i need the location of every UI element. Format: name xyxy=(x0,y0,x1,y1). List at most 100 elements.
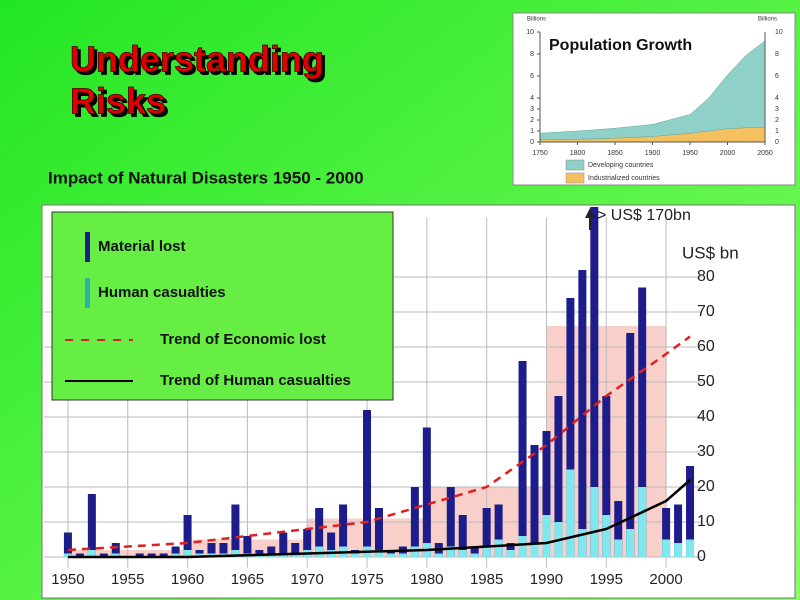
casualty-bar xyxy=(590,487,599,557)
y-tick-label: 0 xyxy=(530,139,534,146)
legend-swatch xyxy=(85,278,90,308)
legend-label: Trend of Economic lost xyxy=(160,331,326,348)
y-tick-label: 1 xyxy=(530,128,534,135)
legend-swatch xyxy=(565,172,585,184)
material-bar xyxy=(554,396,563,557)
material-bar xyxy=(566,298,575,557)
axis-label: Billions xyxy=(527,17,546,23)
material-bar xyxy=(374,508,383,557)
material-bar xyxy=(327,532,336,557)
x-tick-label: 1850 xyxy=(607,150,623,157)
material-bar xyxy=(686,466,695,557)
casualty-bar xyxy=(506,550,515,557)
trend-line xyxy=(67,335,691,552)
material-bar xyxy=(219,543,228,557)
casualty-bar xyxy=(171,553,180,557)
casualty-bar xyxy=(291,553,300,557)
material-bar xyxy=(135,553,144,557)
casualty-bar xyxy=(578,529,587,557)
casualty-bar xyxy=(674,543,683,557)
x-tick-label: 1980 xyxy=(410,571,443,588)
casualty-bar xyxy=(602,515,611,557)
casualty-bar xyxy=(374,550,383,557)
material-bar xyxy=(315,508,324,557)
arrow-head xyxy=(585,208,595,218)
legend-label: Developing countries xyxy=(588,162,654,169)
casualty-bar xyxy=(446,546,455,557)
y-tick-label: 40 xyxy=(697,408,715,425)
slide-title: Risks xyxy=(70,81,166,122)
casualty-bar xyxy=(542,515,551,557)
x-tick-label: 1965 xyxy=(231,571,264,588)
material-bar xyxy=(482,508,491,557)
y2-tick-label: 10 xyxy=(775,29,783,36)
material-bar xyxy=(446,487,455,557)
casualty-bar xyxy=(662,539,671,557)
x-tick-label: 1975 xyxy=(350,571,383,588)
y-tick-label: 20 xyxy=(697,478,715,495)
material-bar xyxy=(530,445,539,557)
y-tick-label: 0 xyxy=(697,548,706,565)
y-tick-label: 4 xyxy=(530,95,534,102)
casualty-bar xyxy=(434,553,443,557)
y2-tick-label: 3 xyxy=(775,106,779,113)
axis-label: Billions xyxy=(758,17,777,23)
x-tick-label: 1750 xyxy=(532,150,548,157)
material-bar xyxy=(614,501,623,557)
material-bar xyxy=(231,504,240,557)
axis-label: US$ bn xyxy=(682,243,739,262)
material-bar xyxy=(63,532,72,557)
x-tick-label: 1950 xyxy=(682,150,698,157)
x-tick-label: 2000 xyxy=(720,150,736,157)
casualty-bar xyxy=(183,550,192,557)
material-bar xyxy=(171,546,180,557)
y2-tick-label: 4 xyxy=(775,95,779,102)
casualty-bar xyxy=(111,553,120,557)
material-bar xyxy=(458,515,467,557)
material-bar xyxy=(99,553,108,557)
material-bar xyxy=(518,361,527,557)
x-tick-label: 1995 xyxy=(590,571,623,588)
slide-title: Understanding xyxy=(70,39,324,80)
legend-label: Trend of Human casualties xyxy=(160,372,351,389)
material-bar xyxy=(243,536,252,557)
casualty-bar xyxy=(626,529,635,557)
casualty-bar xyxy=(638,487,647,557)
inset-chart: 0 0 1 1 2 2 3 3 4 4 6 6 8 8 10 10 1750 1800 1850 1900 1950 20… xyxy=(526,17,783,184)
casualty-bar xyxy=(530,543,539,557)
legend-swatch xyxy=(85,232,90,262)
casualty-bar xyxy=(566,469,575,557)
casualty-bar xyxy=(386,553,395,557)
y-tick-label: 80 xyxy=(697,268,715,285)
x-tick-label: 1970 xyxy=(291,571,324,588)
material-bar xyxy=(638,287,647,557)
y-tick-label: 8 xyxy=(530,51,534,58)
material-bar xyxy=(279,532,288,557)
material-bar xyxy=(207,543,216,557)
y2-tick-label: 6 xyxy=(775,73,779,80)
casualty-bar xyxy=(614,539,623,557)
x-tick-label: 1950 xyxy=(51,571,84,588)
casualty-bar xyxy=(231,550,240,557)
casualty-bar xyxy=(686,539,695,557)
material-bar xyxy=(159,553,168,557)
legend-box xyxy=(51,211,394,401)
material-bar xyxy=(291,543,300,557)
x-tick-label: 1955 xyxy=(111,571,144,588)
trend-line xyxy=(67,479,691,559)
material-bar xyxy=(363,410,372,557)
y2-tick-label: 0 xyxy=(775,139,779,146)
material-bar xyxy=(470,546,479,557)
casualty-bar xyxy=(195,553,204,557)
casualty-bar xyxy=(494,539,503,557)
x-tick-label: 2050 xyxy=(757,150,773,157)
casualty-bar xyxy=(470,553,479,557)
material-bar xyxy=(542,431,551,557)
y2-tick-label: 1 xyxy=(775,128,779,135)
material-bar xyxy=(75,553,84,557)
casualty-bar xyxy=(398,553,407,557)
y2-tick-label: 8 xyxy=(775,51,779,58)
legend-swatch xyxy=(565,159,585,171)
x-tick-label: 1800 xyxy=(570,150,586,157)
